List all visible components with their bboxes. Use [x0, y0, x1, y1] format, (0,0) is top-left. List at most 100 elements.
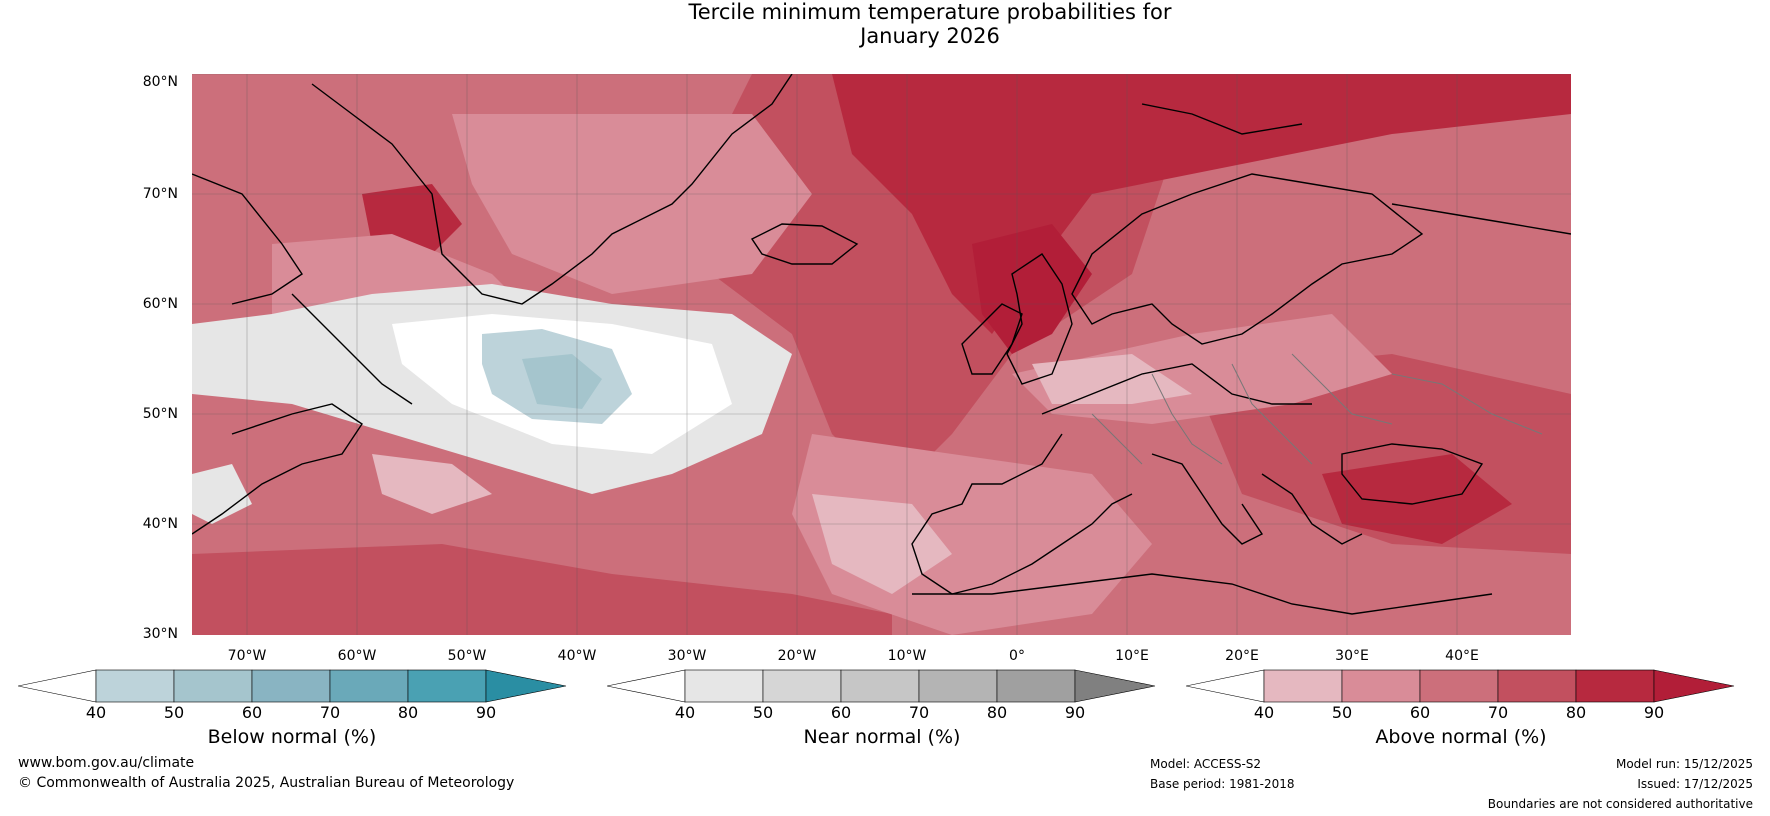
zone-above-60-greenland [452, 114, 812, 294]
colorbar-near-extend-low [607, 669, 686, 703]
colorbar-near [607, 669, 1156, 703]
coast-britain [1006, 253, 1073, 385]
lon-label-20w: 20°W [777, 648, 817, 664]
lat-label-50: 50°N [142, 406, 178, 422]
colorbar-above [1186, 669, 1735, 703]
coast-black-sea [1341, 443, 1484, 505]
colorbar-above-extend-high [1653, 669, 1735, 703]
lat-label-30: 30°N [142, 626, 178, 642]
colorbar-near-label: Near normal (%) [803, 726, 961, 748]
colorbar-near-extend-high [1074, 669, 1156, 703]
lat-label-70: 70°N [142, 186, 178, 202]
colorbar-near-bin-70-80 [918, 669, 998, 703]
lon-label-20e: 20°E [1225, 648, 1259, 664]
zone-above-50-iberia [812, 494, 952, 594]
coast-italy [1151, 453, 1264, 545]
colorbar-below-extend-low [18, 669, 97, 703]
colorbar-above-extend-low [1186, 669, 1265, 703]
zone-above-max-uk [972, 224, 1092, 354]
above-tick-90: 90 [1643, 703, 1665, 722]
lon-label-40e: 40°E [1445, 648, 1479, 664]
lat-label-40: 40°N [142, 516, 178, 532]
lat-label-60: 60°N [142, 296, 178, 312]
footer-disclaimer: Boundaries are not considered authoritat… [1487, 797, 1753, 811]
colorbar-below-extend-high [485, 669, 567, 703]
below-tick-40: 40 [85, 703, 107, 722]
lon-label-50w: 50°W [447, 648, 487, 664]
coast-scandinavia [1071, 173, 1424, 345]
zone-below-normal-60 [522, 354, 602, 409]
footer-issued: Issued: 17/12/2025 [1637, 777, 1753, 791]
coast-greenland [311, 74, 793, 305]
lon-label-30e: 30°E [1335, 648, 1369, 664]
footer-website: www.bom.gov.au/climate [18, 755, 195, 771]
near-tick-50: 50 [752, 703, 774, 722]
near-tick-80: 80 [986, 703, 1008, 722]
coast-north-europe [1041, 363, 1312, 415]
zone-above-50-central [1032, 354, 1192, 404]
coast-baffin [192, 173, 303, 305]
map-svg [192, 74, 1571, 635]
coast-iberia [911, 433, 1133, 595]
above-tick-50: 50 [1331, 703, 1353, 722]
colorbar-above-bin-60-70 [1419, 669, 1499, 703]
near-tick-60: 60 [830, 703, 852, 722]
probability-map [192, 74, 1571, 635]
colorbar-below-bin-50-60 [173, 669, 253, 703]
coastlines [192, 74, 1571, 615]
zone-above-south [192, 544, 892, 635]
border-3 [1291, 353, 1393, 425]
country-borders [1091, 353, 1543, 465]
footer-model-run: Model run: 15/12/2025 [1615, 757, 1753, 771]
colorbar-above-label: Above normal (%) [1375, 726, 1547, 748]
border-5 [1391, 373, 1543, 435]
lon-label-60w: 60°W [337, 648, 377, 664]
colorbar-below-bin-70-80 [329, 669, 409, 703]
lon-label-40w: 40°W [557, 648, 597, 664]
coast-ireland [961, 303, 1023, 375]
colorbar-below [18, 669, 567, 703]
lon-label-10w: 10°W [887, 648, 927, 664]
title-line-1: Tercile minimum temperature probabilitie… [688, 0, 1172, 24]
near-tick-90: 90 [1064, 703, 1086, 722]
coast-balkans [1261, 473, 1363, 545]
border-4 [1091, 413, 1143, 465]
above-tick-80: 80 [1565, 703, 1587, 722]
above-tick-40: 40 [1253, 703, 1275, 722]
graticule [192, 74, 1571, 635]
border-2 [1231, 363, 1313, 465]
colorbar-below-bin-40-50 [95, 669, 175, 703]
lon-label-10e: 10°E [1115, 648, 1149, 664]
zone-above-blacksea [1322, 454, 1512, 544]
footer-model: Model: ACCESS-S2 [1150, 757, 1262, 771]
below-tick-80: 80 [397, 703, 419, 722]
footer-copyright: © Commonwealth of Australia 2025, Austra… [18, 775, 515, 791]
above-tick-60: 60 [1409, 703, 1431, 722]
colorbar-near-bin-80-90 [996, 669, 1076, 703]
colorbar-below-label: Below normal (%) [207, 726, 377, 748]
map-title: Tercile minimum temperature probabilitie… [0, 0, 1770, 48]
lon-label-30w: 30°W [667, 648, 707, 664]
lon-label-70w: 70°W [227, 648, 267, 664]
coast-nova-scotia [192, 403, 363, 535]
colorbar-near-bin-40-50 [684, 669, 764, 703]
coast-arctic-russia [1391, 203, 1571, 235]
near-tick-70: 70 [908, 703, 930, 722]
colorbar-near-bin-50-60 [762, 669, 842, 703]
colorbar-below-bin-80-90 [407, 669, 487, 703]
below-tick-70: 70 [319, 703, 341, 722]
colorbar-above-bin-80-90 [1575, 669, 1655, 703]
lat-label-80: 80°N [142, 74, 178, 90]
above-tick-70: 70 [1487, 703, 1509, 722]
coast-north-africa [912, 573, 1493, 615]
border-1 [1151, 373, 1223, 465]
below-tick-60: 60 [241, 703, 263, 722]
colorbar-above-bin-50-60 [1341, 669, 1421, 703]
zone-near-normal-sw [192, 464, 252, 524]
colorbar-near-bin-60-70 [840, 669, 920, 703]
lon-label-0: 0° [1009, 648, 1025, 664]
coast-labrador [291, 293, 413, 405]
colorbar-above-bin-40-50 [1263, 669, 1343, 703]
title-line-2: January 2026 [860, 24, 1000, 48]
coast-svalbard [1141, 103, 1303, 135]
